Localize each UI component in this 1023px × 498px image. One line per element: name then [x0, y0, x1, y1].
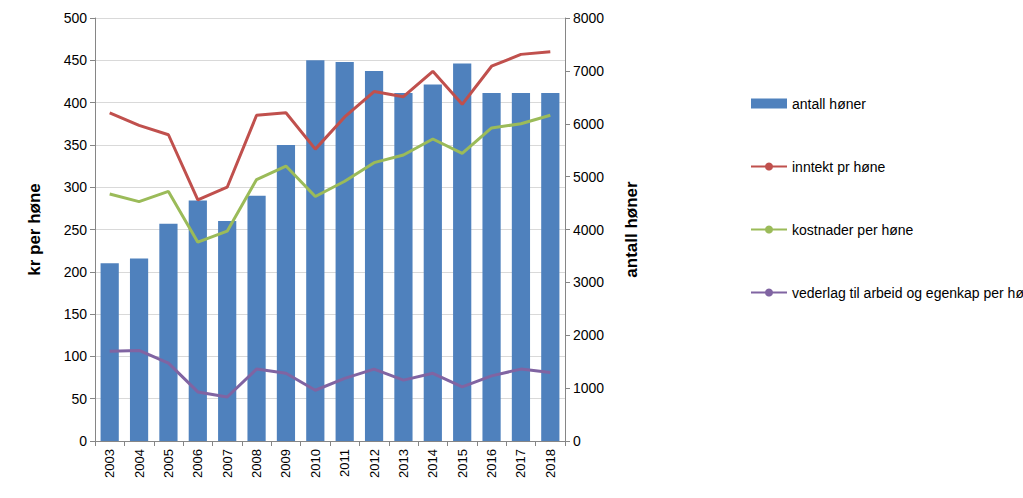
svg-text:400: 400	[64, 95, 88, 111]
svg-text:vederlag til arbeid og egenkap: vederlag til arbeid og egenkap per høne	[792, 285, 1023, 301]
svg-text:2015: 2015	[455, 449, 470, 478]
svg-text:2009: 2009	[278, 449, 293, 478]
svg-text:2017: 2017	[513, 449, 528, 478]
svg-text:inntekt pr høne: inntekt pr høne	[792, 159, 886, 175]
svg-text:antall høner: antall høner	[622, 181, 641, 278]
svg-text:2011: 2011	[337, 449, 352, 477]
svg-text:2010: 2010	[308, 449, 323, 478]
svg-text:2013: 2013	[396, 449, 411, 478]
svg-text:2005: 2005	[161, 449, 176, 478]
svg-text:0: 0	[79, 433, 87, 449]
svg-text:300: 300	[64, 179, 88, 195]
svg-text:8000: 8000	[573, 10, 604, 26]
svg-text:6000: 6000	[573, 116, 604, 132]
svg-text:2016: 2016	[484, 449, 499, 478]
svg-text:2003: 2003	[102, 449, 117, 478]
svg-text:kr per høne: kr per høne	[25, 183, 44, 276]
svg-text:2008: 2008	[249, 449, 264, 478]
svg-text:7000: 7000	[573, 63, 604, 79]
svg-text:2012: 2012	[367, 449, 382, 478]
svg-text:kostnader per høne: kostnader per høne	[792, 222, 914, 238]
svg-text:150: 150	[64, 306, 88, 322]
svg-text:2004: 2004	[132, 449, 147, 478]
svg-text:2000: 2000	[573, 327, 604, 343]
svg-text:2006: 2006	[190, 449, 205, 478]
svg-text:antall høner: antall høner	[792, 96, 866, 112]
svg-text:1000: 1000	[573, 380, 604, 396]
svg-text:200: 200	[64, 264, 88, 280]
svg-text:500: 500	[64, 10, 88, 26]
svg-text:100: 100	[64, 348, 88, 364]
svg-text:5000: 5000	[573, 169, 604, 185]
svg-text:450: 450	[64, 52, 88, 68]
svg-text:2018: 2018	[543, 449, 558, 478]
svg-text:350: 350	[64, 137, 88, 153]
svg-text:2014: 2014	[425, 449, 440, 478]
svg-text:3000: 3000	[573, 274, 604, 290]
svg-text:4000: 4000	[573, 222, 604, 238]
svg-text:0: 0	[573, 433, 581, 449]
svg-text:50: 50	[71, 391, 87, 407]
svg-text:2007: 2007	[220, 449, 235, 478]
svg-text:250: 250	[64, 222, 88, 238]
